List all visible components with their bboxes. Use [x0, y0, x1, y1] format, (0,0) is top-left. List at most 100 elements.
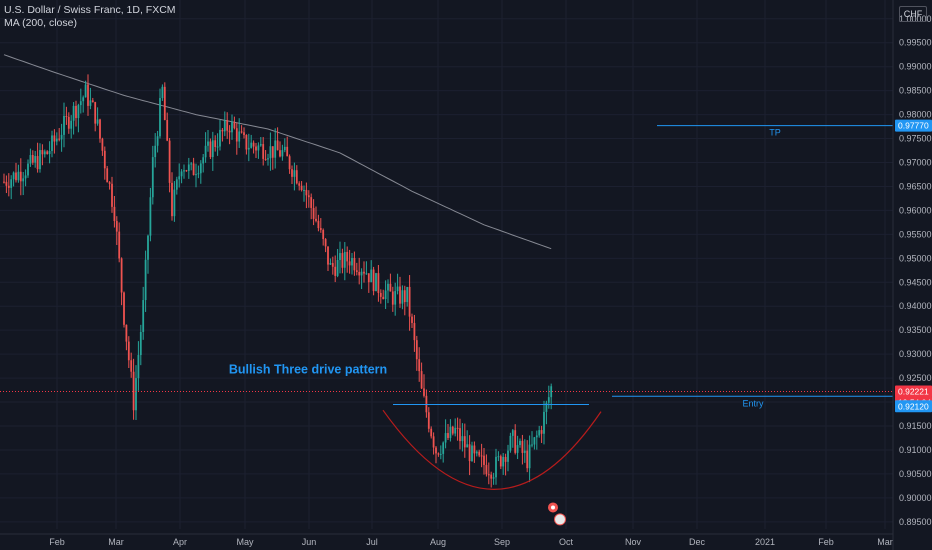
- candle-body: [36, 156, 39, 170]
- candle-body: [286, 146, 289, 157]
- candle-body: [147, 235, 149, 260]
- candle-body: [331, 263, 334, 267]
- price-tick-label: 0.96500: [899, 181, 932, 191]
- candle-body: [519, 440, 521, 446]
- price-label-bg: [895, 119, 932, 132]
- candle-body: [135, 378, 137, 411]
- candle-body: [139, 332, 142, 356]
- candle-body: [396, 286, 399, 292]
- candle-body: [531, 444, 533, 446]
- candle-body: [293, 170, 296, 177]
- candle-body: [151, 157, 154, 198]
- price-axis: 0.895000.900000.905000.910000.915000.920…: [892, 0, 932, 550]
- price-label-bg: [895, 400, 932, 413]
- candle-body: [468, 444, 471, 462]
- candle-body: [451, 426, 454, 434]
- price-tick-label: 0.90500: [899, 469, 932, 479]
- candle-body: [94, 102, 97, 124]
- candle-body: [199, 163, 202, 174]
- candle-body: [384, 290, 387, 300]
- candle-body: [27, 163, 29, 176]
- candle-body: [367, 273, 370, 283]
- currency-badge[interactable]: CHF: [899, 6, 927, 22]
- price-tick-label: 0.92500: [899, 373, 932, 383]
- candle-body: [60, 134, 63, 140]
- candle-body: [303, 189, 305, 191]
- candle-body: [171, 182, 173, 217]
- time-tick-label: Nov: [625, 537, 642, 547]
- candle-body: [411, 316, 413, 323]
- candle-body: [360, 271, 363, 276]
- candle-body: [144, 259, 147, 301]
- price-tick-label: 0.98500: [899, 86, 932, 96]
- time-tick-label: 2021: [755, 537, 775, 547]
- candle-body: [58, 138, 61, 140]
- candle-body: [324, 239, 327, 247]
- price-label-last: 0.92221: [898, 386, 929, 396]
- candle-body: [113, 206, 116, 222]
- candle-body: [430, 428, 433, 437]
- candle-body: [209, 141, 212, 158]
- candle-body: [343, 251, 346, 268]
- candle-body: [523, 450, 526, 453]
- candle-body: [401, 290, 404, 304]
- time-tick-label: Aug: [430, 537, 446, 547]
- indicator-legend[interactable]: MA (200, close): [4, 17, 77, 29]
- candle-body: [504, 456, 507, 462]
- candle-body: [406, 286, 409, 303]
- candle-body: [485, 464, 488, 475]
- candle-body: [79, 101, 82, 106]
- candle-body: [319, 228, 322, 230]
- candle-body: [389, 283, 392, 292]
- candle-body: [192, 163, 195, 176]
- candle-body: [497, 456, 500, 458]
- candle-body: [315, 218, 317, 221]
- candle-body: [235, 128, 238, 142]
- candle-body: [53, 135, 56, 142]
- time-tick-label: Sep: [494, 537, 510, 547]
- candle-body: [334, 266, 337, 276]
- price-tick-label: 0.94500: [899, 277, 932, 287]
- candle-body: [84, 84, 87, 98]
- candle-body: [276, 140, 279, 151]
- candle-body: [348, 261, 351, 266]
- candle-body: [358, 271, 361, 276]
- price-tick-label: 1.00000: [899, 14, 932, 24]
- candle-body: [226, 120, 229, 131]
- candle-body: [91, 100, 94, 103]
- candle-body: [178, 176, 181, 180]
- candle-body: [48, 150, 51, 155]
- price-tick-label: 0.94000: [899, 301, 932, 311]
- price-tick-label: 0.95000: [899, 253, 932, 263]
- candle-body: [262, 144, 265, 159]
- candle-body: [415, 340, 418, 360]
- candle-body: [507, 450, 509, 462]
- candle-body: [19, 171, 22, 182]
- candle-body: [351, 257, 353, 266]
- candle-body: [413, 322, 416, 341]
- candle-body: [250, 142, 253, 148]
- tp-label: TP: [769, 128, 781, 138]
- candle-body: [295, 170, 298, 184]
- candle-body: [336, 259, 339, 276]
- candle-body: [305, 189, 308, 196]
- candle-body: [216, 146, 219, 148]
- candle-body: [454, 427, 457, 434]
- price-tick-label: 0.99500: [899, 38, 932, 48]
- price-tick-label: 0.91000: [899, 445, 932, 455]
- price-label-entry: 0.92120: [898, 401, 929, 411]
- candle-body: [492, 477, 495, 479]
- candle-body: [228, 130, 231, 133]
- time-tick-label: May: [236, 537, 254, 547]
- candle-body: [509, 435, 512, 451]
- candle-body: [346, 251, 349, 262]
- event-icon-dot: [551, 505, 555, 510]
- candle-body: [65, 116, 68, 118]
- candle-body: [70, 120, 73, 129]
- candle-body: [377, 273, 380, 293]
- candle-body: [255, 146, 257, 151]
- symbol-title[interactable]: U.S. Dollar / Swiss Franc, 1D, FXCM: [4, 4, 176, 16]
- candle-body: [247, 147, 250, 150]
- candle-body: [245, 134, 248, 150]
